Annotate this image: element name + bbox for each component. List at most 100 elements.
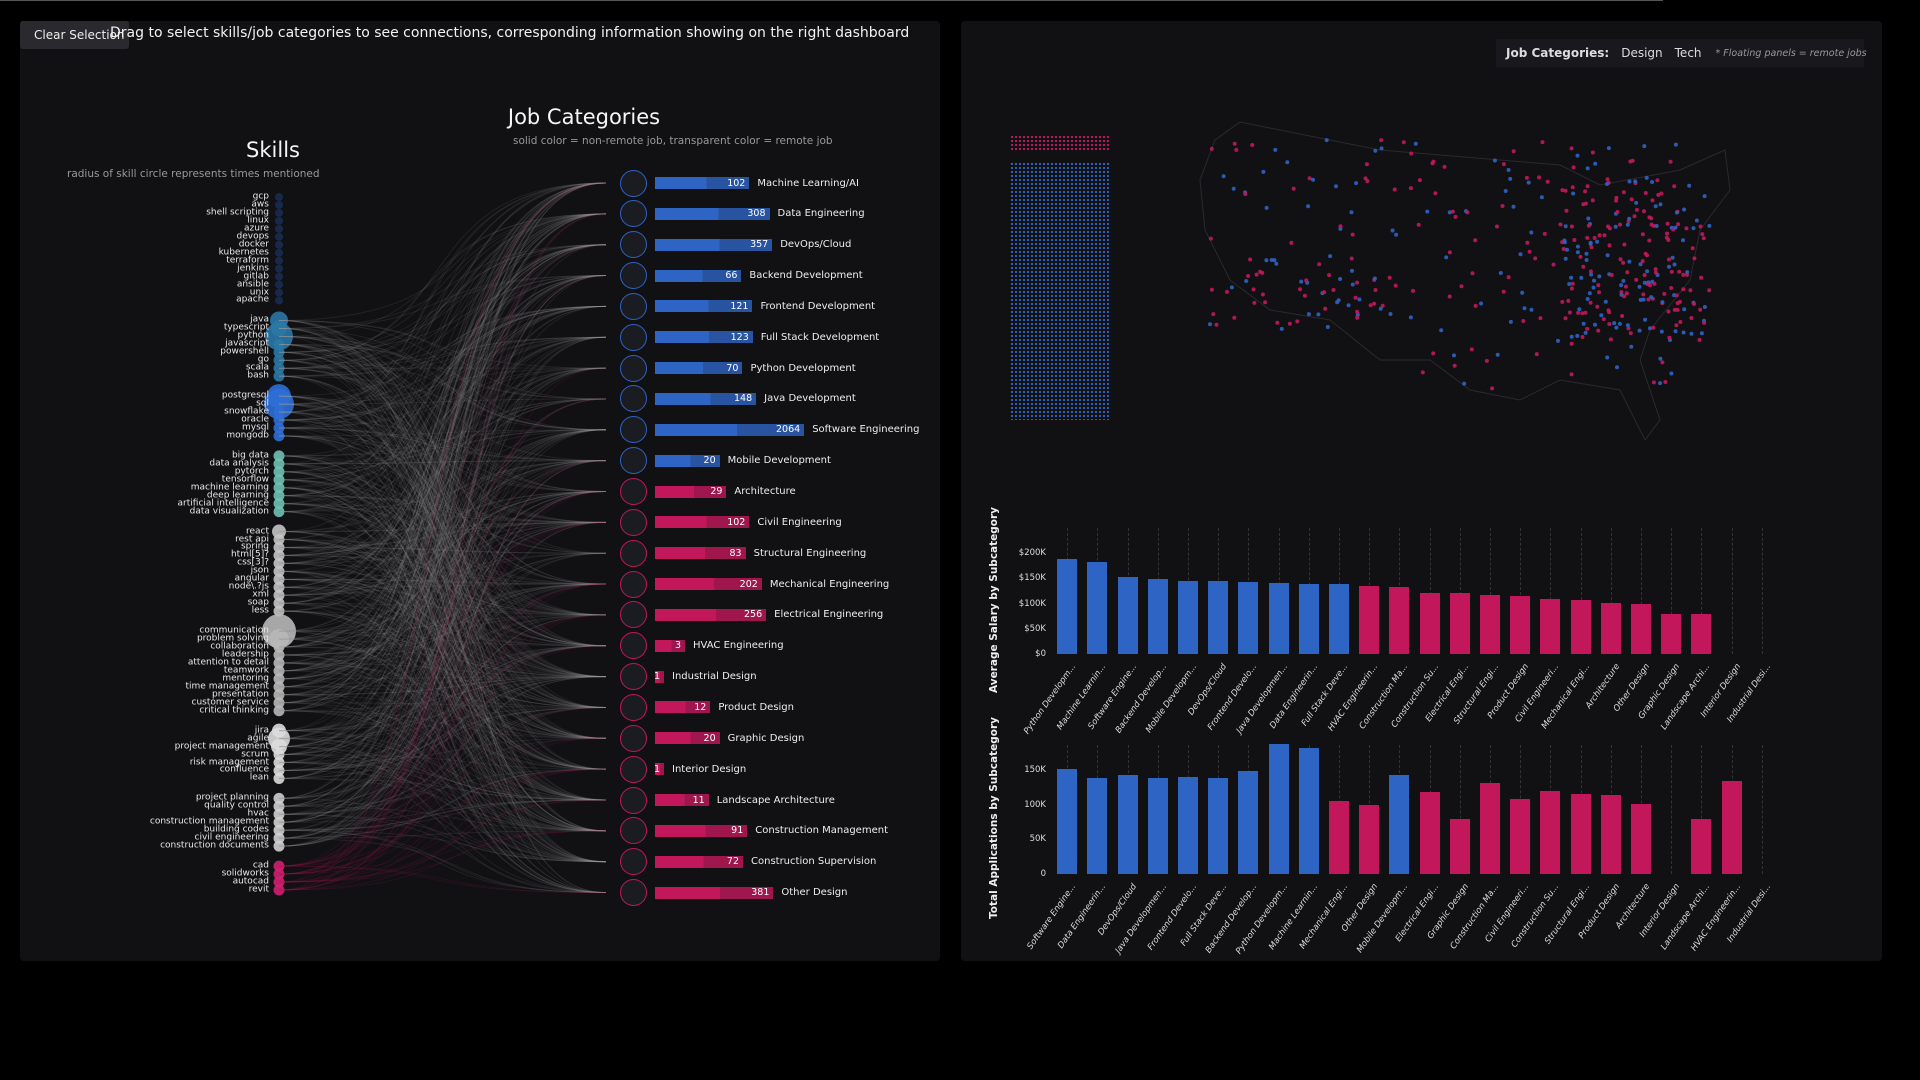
bar-design[interactable] (1570, 599, 1591, 654)
skill-label[interactable]: json (250, 565, 269, 576)
job-category-circle[interactable] (620, 786, 647, 814)
job-category-row[interactable]: 202 Mechanical Engineering (620, 570, 889, 598)
job-category-circle[interactable] (620, 601, 647, 629)
bar-tech[interactable] (1298, 583, 1319, 654)
bar-design[interactable] (1479, 595, 1500, 654)
skill-label[interactable]: ansible (236, 279, 269, 290)
clear-selection-button[interactable]: Clear Selection (20, 21, 129, 49)
skill-label[interactable]: powershell (220, 346, 269, 357)
bar-tech[interactable] (1238, 582, 1259, 654)
bar-design[interactable] (1359, 804, 1380, 874)
skill-label[interactable]: terraform (226, 255, 269, 266)
job-category-row[interactable]: 29 Architecture (620, 478, 796, 505)
skill-label[interactable]: critical thinking (199, 705, 269, 716)
skill-label[interactable]: construction management (149, 816, 269, 827)
skill-label[interactable]: xml (252, 589, 269, 600)
skill-label[interactable]: time management (185, 681, 269, 692)
skill-label[interactable]: azure (244, 223, 269, 234)
skill-label[interactable]: gitlab (243, 271, 269, 282)
skill-label[interactable]: revit (248, 884, 269, 895)
bar-design[interactable] (1600, 794, 1621, 874)
job-category-circle[interactable] (620, 693, 647, 721)
skill-label[interactable]: lean (249, 772, 269, 783)
skill-label[interactable]: oracle (241, 414, 269, 425)
skill-label[interactable]: problem solving (196, 633, 269, 644)
bar-design[interactable] (1600, 602, 1621, 654)
bar-tech[interactable] (1238, 770, 1259, 874)
skill-label[interactable]: hvac (247, 808, 270, 819)
bar-design[interactable] (1691, 614, 1712, 654)
skill-label[interactable]: kubernetes (218, 247, 269, 258)
skill-label[interactable]: artificial intelligence (177, 498, 269, 509)
job-category-row[interactable]: 121 Frontend Development (620, 292, 875, 320)
skill-label[interactable]: postgresql (221, 390, 269, 401)
skill-label[interactable]: aws (251, 199, 269, 210)
bar-tech[interactable] (1268, 583, 1289, 654)
bar-tech[interactable] (1147, 777, 1168, 874)
skill-label[interactable]: apache (236, 294, 269, 305)
bar-design[interactable] (1389, 587, 1410, 654)
job-category-row[interactable]: 148 Java Development (620, 385, 856, 413)
skill-label[interactable]: collaboration (210, 641, 269, 652)
job-category-circle[interactable] (620, 539, 647, 567)
job-category-row[interactable]: 357 DevOps/Cloud (620, 231, 851, 259)
job-category-row[interactable]: 20 Graphic Design (620, 724, 804, 752)
bar-tech[interactable] (1117, 577, 1138, 654)
bar-design[interactable] (1661, 614, 1682, 654)
skill-label[interactable]: css[3]? (237, 557, 269, 568)
job-category-row[interactable]: 102 Machine Learning/AI (620, 169, 859, 197)
job-category-circle[interactable] (620, 262, 647, 290)
skill-label[interactable]: communication (199, 625, 269, 636)
bar-design[interactable] (1479, 783, 1500, 874)
bar-design[interactable] (1328, 800, 1349, 874)
job-category-circle[interactable] (620, 169, 647, 197)
skill-label[interactable]: scala (245, 362, 269, 373)
skill-label[interactable]: angular (234, 573, 269, 584)
skill-label[interactable]: customer service (191, 697, 269, 708)
job-category-circle[interactable] (620, 879, 647, 907)
skill-label[interactable]: mentoring (222, 673, 269, 684)
job-category-row[interactable]: 70 Python Development (620, 354, 856, 382)
skill-label[interactable]: solidworks (221, 868, 269, 879)
bar-design[interactable] (1630, 603, 1651, 654)
skill-label[interactable]: data visualization (189, 506, 269, 517)
skill-label[interactable]: javascript (225, 338, 269, 349)
job-category-row[interactable]: 123 Full Stack Development (620, 323, 879, 351)
skill-label[interactable]: mongodb (226, 430, 269, 441)
bar-tech[interactable] (1208, 778, 1229, 874)
job-category-circle[interactable] (620, 292, 647, 320)
skill-label[interactable]: presentation (212, 689, 269, 700)
bar-design[interactable] (1449, 818, 1470, 874)
job-category-row[interactable]: 381 Other Design (620, 879, 848, 907)
bar-tech[interactable] (1147, 578, 1168, 654)
bar-tech[interactable] (1208, 580, 1229, 654)
job-category-row[interactable]: 66 Backend Development (620, 262, 863, 290)
job-category-row[interactable]: 11 Landscape Architecture (620, 786, 835, 814)
job-category-row[interactable]: 2064 Software Engineering (620, 416, 919, 444)
bar-tech[interactable] (1328, 583, 1349, 654)
skill-label[interactable]: devops (236, 231, 269, 242)
bar-design[interactable] (1510, 799, 1531, 874)
bar-design[interactable] (1359, 586, 1380, 654)
skill-label[interactable]: snowflake (224, 406, 269, 417)
bar-tech[interactable] (1057, 559, 1078, 654)
bar-tech[interactable] (1177, 580, 1198, 654)
bar-design[interactable] (1449, 593, 1470, 654)
job-category-circle[interactable] (620, 508, 647, 536)
skill-label[interactable]: linux (247, 215, 269, 226)
job-category-row[interactable]: 3 HVAC Engineering (620, 632, 784, 660)
skill-label[interactable]: bash (247, 370, 269, 381)
skill-label[interactable]: risk management (189, 757, 269, 768)
skill-label[interactable]: shell scripting (206, 207, 269, 218)
skill-label[interactable]: sql (256, 398, 269, 409)
job-category-row[interactable]: 12 Product Design (620, 693, 794, 721)
skill-label[interactable]: civil engineering (194, 832, 270, 843)
bar-design[interactable] (1419, 792, 1440, 874)
skill-label[interactable]: confluence (219, 764, 269, 775)
skill-label[interactable]: mysql (242, 422, 269, 433)
job-category-row[interactable]: 20 Mobile Development (620, 447, 831, 475)
skill-label[interactable]: big data (231, 450, 269, 461)
job-category-circle[interactable] (620, 200, 647, 228)
skill-label[interactable]: pytorch (234, 466, 269, 477)
bar-design[interactable] (1630, 803, 1651, 874)
